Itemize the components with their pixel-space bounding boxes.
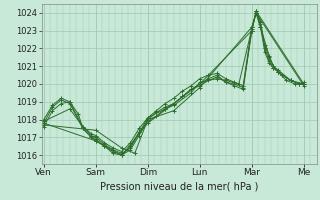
- X-axis label: Pression niveau de la mer( hPa ): Pression niveau de la mer( hPa ): [100, 181, 258, 191]
